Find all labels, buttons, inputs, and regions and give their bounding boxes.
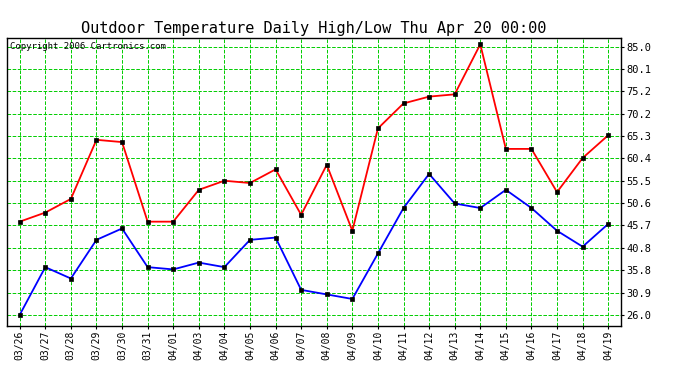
Title: Outdoor Temperature Daily High/Low Thu Apr 20 00:00: Outdoor Temperature Daily High/Low Thu A… [81,21,546,36]
Text: Copyright 2006 Cartronics.com: Copyright 2006 Cartronics.com [10,42,166,51]
